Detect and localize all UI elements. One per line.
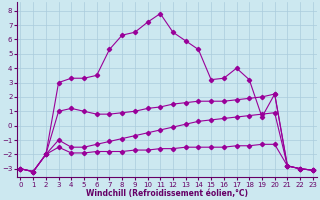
X-axis label: Windchill (Refroidissement éolien,°C): Windchill (Refroidissement éolien,°C)	[86, 189, 248, 198]
